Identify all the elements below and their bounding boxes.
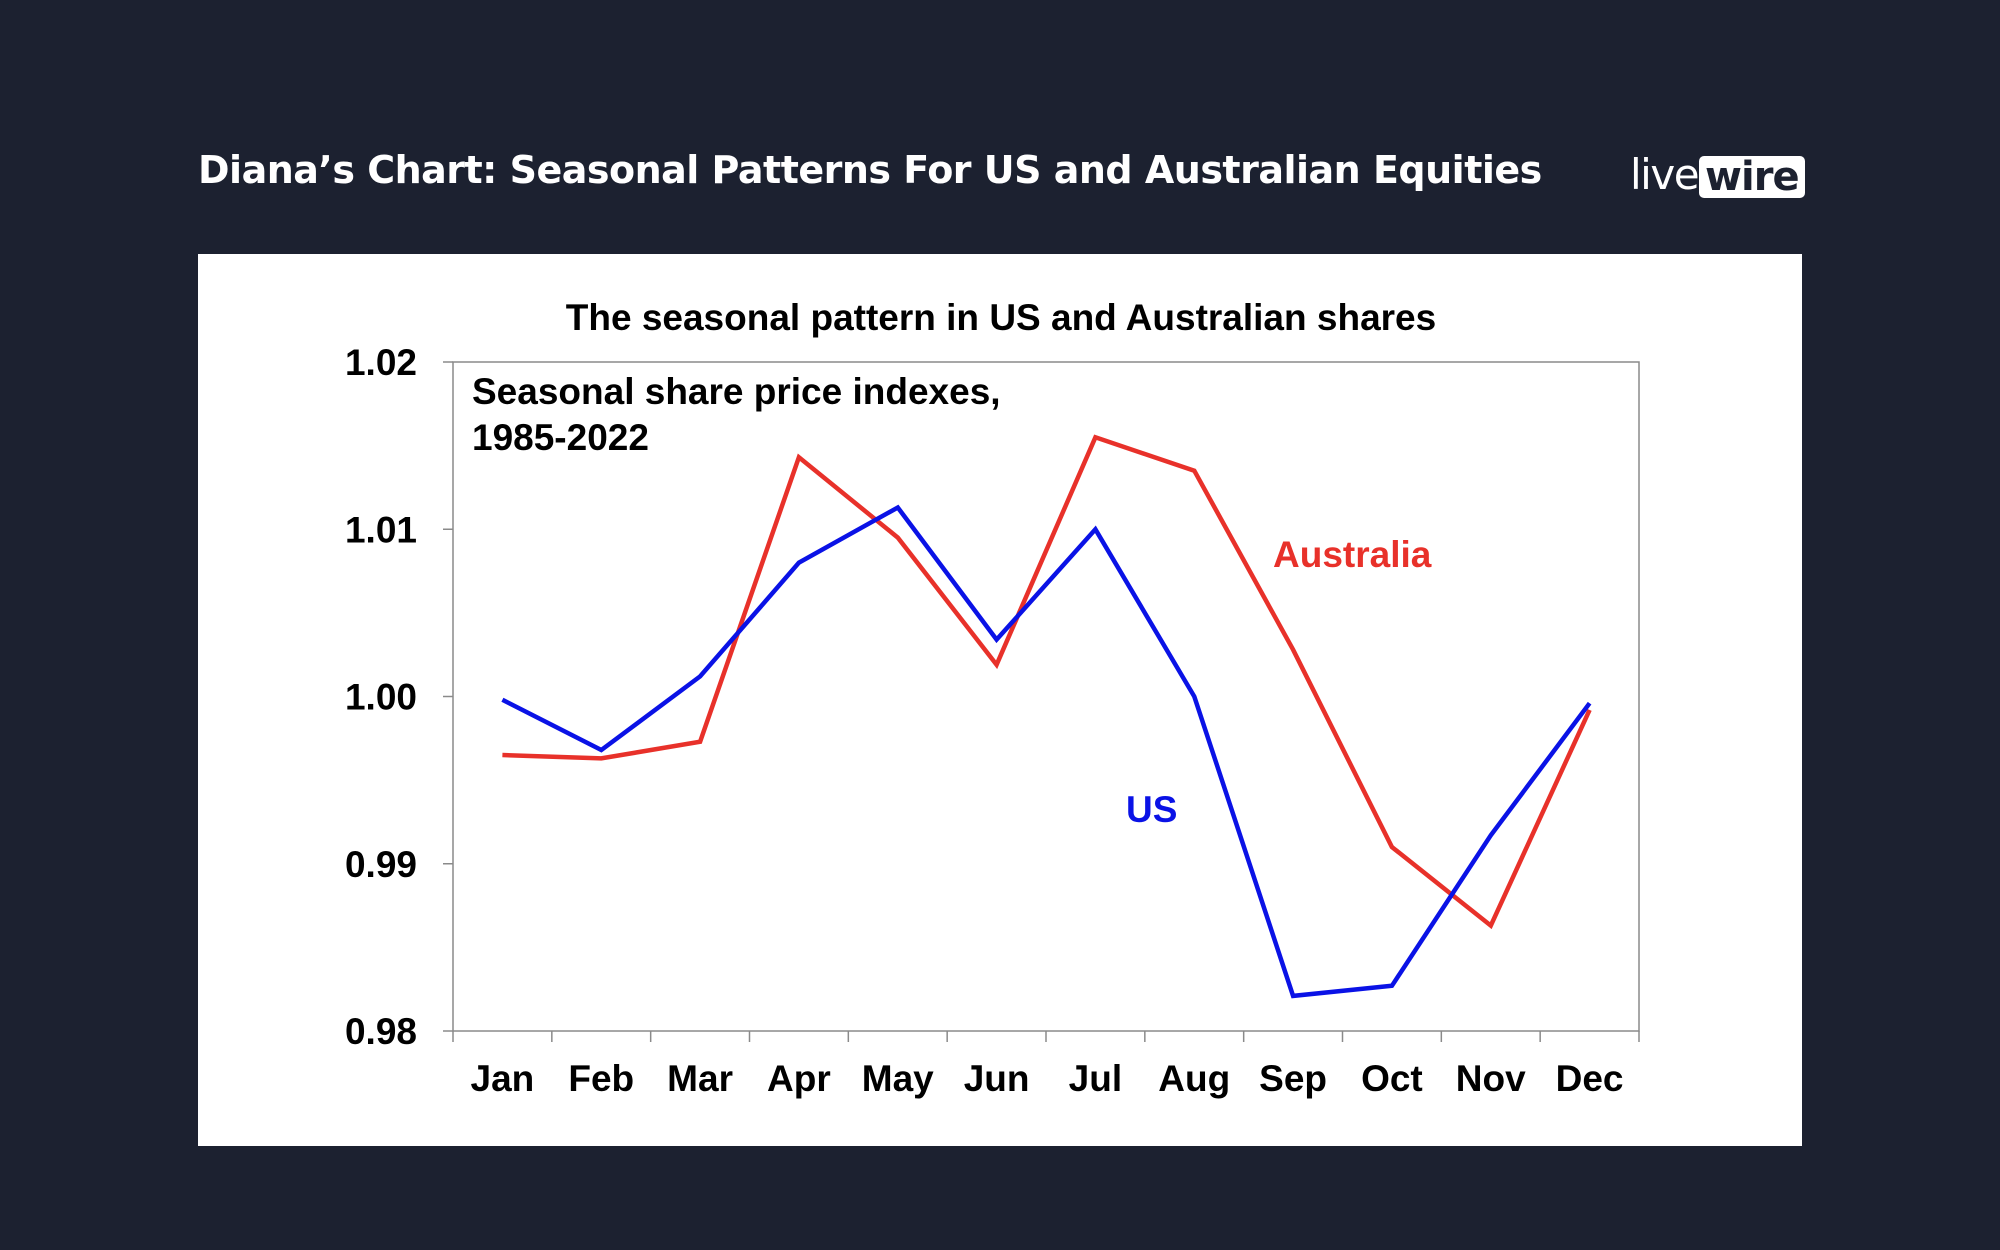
x-tick-label: Nov bbox=[1456, 1058, 1526, 1099]
x-tick-label: Dec bbox=[1556, 1058, 1624, 1099]
x-tick-label: Jun bbox=[964, 1058, 1030, 1099]
line-chart: The seasonal pattern in US and Australia… bbox=[345, 297, 1640, 1099]
y-tick-label: 1.02 bbox=[345, 342, 417, 383]
series-line-australia bbox=[502, 434, 1592, 930]
chart-panel: The seasonal pattern in US and Australia… bbox=[198, 254, 1802, 1146]
logo-text-live: live bbox=[1630, 150, 1700, 199]
series-label-australia: Australia bbox=[1273, 534, 1432, 575]
page-title: Diana’s Chart: Seasonal Patterns For US … bbox=[198, 148, 1542, 192]
chart-title: The seasonal pattern in US and Australia… bbox=[566, 297, 1436, 338]
x-tick-label: Aug bbox=[1158, 1058, 1230, 1099]
x-tick-label: Oct bbox=[1361, 1058, 1423, 1099]
chart-annotation-line2: 1985-2022 bbox=[472, 417, 649, 458]
x-tick-label: Mar bbox=[667, 1058, 733, 1099]
series-label-us: US bbox=[1126, 789, 1177, 830]
y-tick-label: 0.98 bbox=[345, 1011, 417, 1052]
chart-annotation-line1: Seasonal share price indexes, bbox=[472, 371, 1001, 412]
plot-frame bbox=[452, 361, 1640, 1032]
y-axis: 1.02 1.01 1.00 0.99 0.98 bbox=[345, 342, 453, 1052]
y-tick-label: 1.01 bbox=[345, 509, 417, 550]
logo-text-wire: wire bbox=[1699, 156, 1805, 198]
y-tick-label: 1.00 bbox=[345, 677, 417, 718]
x-tick-label: May bbox=[862, 1058, 934, 1099]
x-axis: Jan Feb Mar Apr May Jun Jul Aug Sep Oct Nov Dec bbox=[452, 1031, 1640, 1099]
x-tick-label: Feb bbox=[568, 1058, 634, 1099]
series-lines bbox=[501, 434, 1592, 999]
x-tick-label: Sep bbox=[1259, 1058, 1327, 1099]
x-tick-label: Apr bbox=[767, 1058, 831, 1099]
livewire-logo[interactable]: live wire bbox=[1630, 150, 1805, 200]
x-tick-label: Jan bbox=[471, 1058, 535, 1099]
x-tick-label: Jul bbox=[1069, 1058, 1122, 1099]
y-tick-label: 0.99 bbox=[345, 844, 417, 885]
series-line-us bbox=[501, 504, 1592, 999]
